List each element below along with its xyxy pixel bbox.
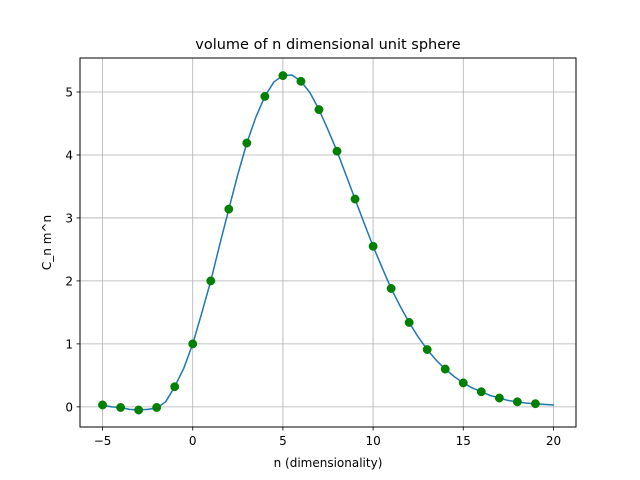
data-point [278, 71, 288, 81]
y-tick-label: 1 [65, 337, 73, 351]
x-tick-label: 10 [365, 434, 380, 448]
x-tick-label: 5 [279, 434, 287, 448]
y-axis-label: C_n m^n [40, 215, 54, 270]
data-point [440, 364, 450, 374]
data-point [512, 397, 522, 407]
data-point [458, 378, 468, 388]
data-point [332, 146, 342, 156]
data-point [422, 345, 432, 354]
y-tick-label: 2 [65, 274, 73, 288]
data-point [206, 276, 216, 286]
data-point [494, 393, 504, 403]
chart-title: volume of n dimensional unit sphere [195, 37, 461, 53]
data-point [152, 403, 162, 412]
y-tick-label: 3 [65, 211, 73, 225]
data-point [476, 387, 486, 397]
x-tick-label: 20 [546, 434, 561, 448]
axes-frame [79, 57, 577, 428]
x-tick-label: 15 [456, 434, 471, 448]
data-point [386, 284, 396, 293]
data-point [368, 241, 378, 251]
data-point [170, 382, 180, 392]
y-tick-label: 0 [65, 400, 73, 414]
data-point [98, 400, 108, 410]
ticks: −5 0 5 10 15 20 0 1 2 3 4 5 [65, 86, 561, 448]
data-point [134, 405, 144, 415]
data-point [116, 403, 126, 412]
data-point [242, 138, 252, 148]
plot-area [98, 71, 555, 415]
data-point [530, 399, 540, 409]
data-point [224, 204, 234, 214]
data-point [296, 76, 306, 86]
x-tick-label: −5 [94, 434, 112, 448]
x-axis-label: n (dimensionality) [274, 456, 383, 470]
y-tick-label: 4 [65, 148, 73, 162]
y-tick-label: 5 [65, 86, 73, 100]
data-point [314, 105, 324, 115]
x-tick-label: 0 [189, 434, 197, 448]
grid [80, 58, 576, 427]
data-point [188, 339, 198, 349]
data-point [404, 318, 414, 327]
data-point [260, 91, 270, 101]
data-point [350, 194, 360, 204]
